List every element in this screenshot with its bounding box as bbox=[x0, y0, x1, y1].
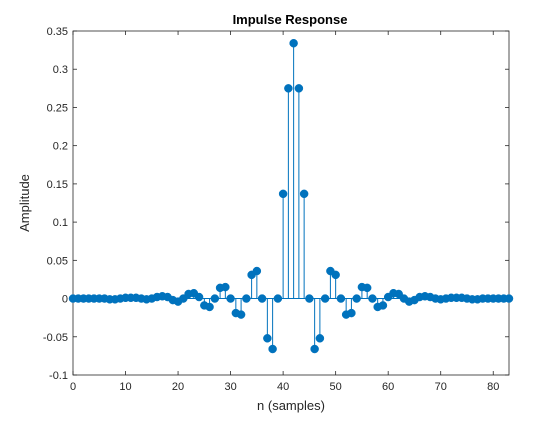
stem-marker bbox=[210, 294, 220, 303]
stem-marker bbox=[294, 84, 304, 93]
stem-marker bbox=[221, 282, 230, 292]
x-axis-label: n (samples) bbox=[257, 398, 325, 413]
y-tick-label: -0.05 bbox=[43, 332, 68, 344]
chart-title: Impulse Response bbox=[233, 12, 348, 27]
stem-marker bbox=[284, 84, 293, 93]
stem-marker bbox=[378, 301, 388, 310]
y-tick-label: 0.3 bbox=[53, 64, 68, 76]
stem-marker bbox=[268, 344, 277, 354]
x-tick-label: 40 bbox=[277, 381, 289, 393]
y-tick-label: 0.15 bbox=[47, 179, 68, 191]
x-tick-label: 10 bbox=[119, 381, 131, 393]
stem-marker bbox=[368, 294, 377, 303]
y-axis-label: Amplitude bbox=[17, 174, 32, 232]
x-axis: 0 10 20 30 40 50 60 70 80 bbox=[70, 31, 499, 393]
y-tick-label: -0.1 bbox=[49, 370, 68, 382]
stem-marker bbox=[320, 294, 330, 303]
x-tick-label: 0 bbox=[70, 381, 76, 393]
stem-marker bbox=[205, 302, 214, 312]
plot-area-frame bbox=[72, 30, 510, 376]
y-tick-label: 0.05 bbox=[47, 255, 68, 267]
y-axis: -0.1 -0.05 0 0.05 0.1 0.15 0.2 0.25 0.3 0.35 bbox=[43, 26, 509, 382]
stem-marker bbox=[242, 294, 251, 303]
stem-marker bbox=[273, 294, 283, 303]
stem-marker bbox=[299, 189, 309, 199]
stem-marker bbox=[347, 308, 356, 318]
stem-marker bbox=[315, 334, 325, 343]
stem-marker bbox=[226, 294, 235, 303]
x-tick-label: 60 bbox=[382, 381, 394, 393]
x-tick-label: 50 bbox=[330, 381, 342, 393]
y-tick-label: 0.35 bbox=[47, 26, 68, 38]
stem-marker bbox=[331, 270, 340, 280]
stem-marker bbox=[310, 344, 319, 354]
y-tick-label: 0 bbox=[62, 294, 68, 306]
data-series bbox=[68, 38, 514, 354]
stem-marker bbox=[289, 38, 298, 48]
stem-marker bbox=[263, 334, 272, 343]
x-tick-label: 70 bbox=[435, 381, 447, 393]
y-tick-label: 0.25 bbox=[47, 102, 68, 114]
y-tick-label: 0.2 bbox=[53, 141, 68, 153]
x-tick-label: 20 bbox=[172, 381, 184, 393]
stem-marker bbox=[362, 283, 372, 293]
x-tick-label: 80 bbox=[487, 381, 499, 393]
stem-marker bbox=[278, 189, 288, 199]
stem-marker bbox=[305, 294, 314, 303]
stem-marker bbox=[336, 294, 346, 303]
stem-marker bbox=[504, 294, 514, 303]
stem-marker bbox=[252, 266, 262, 276]
stem-marker bbox=[194, 292, 204, 302]
stem-marker bbox=[352, 294, 361, 303]
stem-marker bbox=[257, 294, 267, 303]
stem-marker bbox=[236, 310, 246, 319]
x-tick-label: 30 bbox=[224, 381, 236, 393]
y-tick-label: 0.1 bbox=[53, 217, 68, 229]
